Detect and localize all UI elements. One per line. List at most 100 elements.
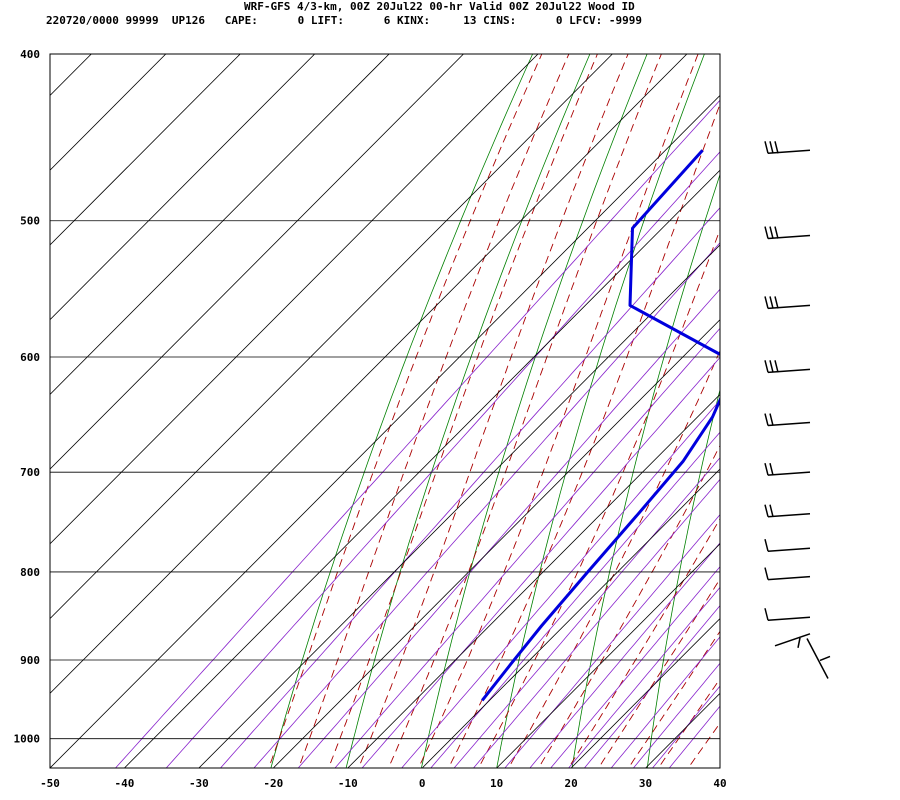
x-tick-label: 10 [490,777,503,790]
wind-barb-flag [764,504,769,517]
mixing-ratio-line [401,399,720,768]
x-tick-label: -50 [40,777,60,790]
mixing-ratio-line [610,636,720,768]
x-tick-label: 30 [639,777,652,790]
dry-adiabat [496,54,705,768]
wind-barb [764,539,811,552]
isotherm [570,617,720,768]
mixing-ratio-line [584,605,720,768]
mixing-ratio-line [529,542,720,768]
moist-adiabat [268,54,543,768]
dry-adiabat [723,54,877,768]
wind-barb-shaft [806,638,829,679]
wind-barb-flag [769,141,774,154]
wind-barb-flag [769,226,774,239]
isotherm [50,54,613,620]
mixing-ratio-line [652,685,720,768]
y-tick-label: 400 [20,48,40,61]
mixing-ratio-line [361,356,720,768]
mixing-ratio-line [430,431,720,768]
dry-adiabat [270,54,533,768]
wind-barb-shaft [767,575,811,581]
mixing-ratio-line [115,99,720,768]
wind-barb [764,413,811,427]
wind-barb-shaft [767,471,811,476]
isotherm [124,169,720,768]
wind-barb-flag [774,360,779,373]
isotherm [719,767,720,768]
wind-barb-shaft [767,421,811,427]
stats-line: 220720/0000 99999 UP126 CAPE: 0 LIFT: 6 … [46,14,643,27]
dry-adiabat [571,173,720,768]
wind-barb-flag [764,360,769,373]
x-tick-label: -10 [338,777,358,790]
mixing-ratio-line [568,586,720,768]
y-tick-label: 1000 [14,733,41,746]
y-tick-label: 800 [20,566,40,579]
wind-barb-shaft [767,616,811,621]
x-tick-label: -20 [263,777,283,790]
wind-barb [764,226,811,240]
wind-barb-flag [819,655,831,662]
wind-barb [764,296,811,310]
dry-adiabat [873,54,900,768]
wind-barb-shaft [767,149,811,155]
y-tick-label: 600 [20,351,40,364]
moist-adiabat [447,103,720,768]
mixing-ratio-line [504,514,720,768]
mixing-ratio-line [253,242,720,768]
isotherm [50,54,539,545]
wind-barb-flag [764,567,769,580]
wind-barb [764,360,811,374]
wind-barb [764,504,811,518]
mixing-ratio-line [473,478,720,768]
moist-adiabat [567,517,720,768]
moist-adiabat [477,228,720,768]
chart-title: WRF-GFS 4/3-km, 00Z 20Jul22 00-hr Valid … [244,0,635,13]
x-tick-label: 20 [564,777,577,790]
wind-barb-flag [774,296,779,309]
dry-adiabat [345,54,591,768]
isotherm [50,54,688,694]
x-tick-label: -30 [189,777,209,790]
isotherm [421,468,720,768]
plot-frame [49,53,721,769]
moist-adiabat [717,764,720,768]
wind-barb-flag [769,296,774,309]
wind-barb-flag [764,462,769,476]
dry-adiabat [421,54,648,768]
wind-barb-shaft [767,512,811,518]
wind-barb-flag [769,504,774,517]
wind-barb [764,567,811,581]
wind-barb-flag [764,539,769,552]
moist-adiabat [328,54,598,768]
isotherm [50,54,241,246]
wind-barb-flag [774,141,779,154]
wind-barb-flag [764,296,769,309]
wind-barb-shaft [767,368,811,374]
x-tick-label: -40 [115,777,135,790]
mixing-ratio-line [334,327,720,768]
wind-barb-flag [769,413,774,426]
mixing-ratio-line [453,457,720,768]
dewpoint-profile-line [481,149,720,702]
isotherm [0,54,17,768]
isotherm [50,54,315,321]
wind-barb [774,633,811,648]
wind-barb-flag [764,413,769,426]
isotherm [50,94,720,768]
mixing-ratio-line [297,288,720,768]
wind-barb-flag [797,637,801,648]
wind-barb [764,141,811,155]
moist-adiabat [358,54,629,768]
mixing-ratio-line [220,207,720,768]
moist-adiabat [298,54,570,768]
moist-adiabat [507,349,720,768]
isotherm [50,54,390,395]
wind-barb-flag [764,608,769,621]
isotherm [645,692,720,768]
wind-barb [764,608,811,621]
wind-barb-flag [769,462,774,476]
wind-barb-flag [769,360,774,373]
